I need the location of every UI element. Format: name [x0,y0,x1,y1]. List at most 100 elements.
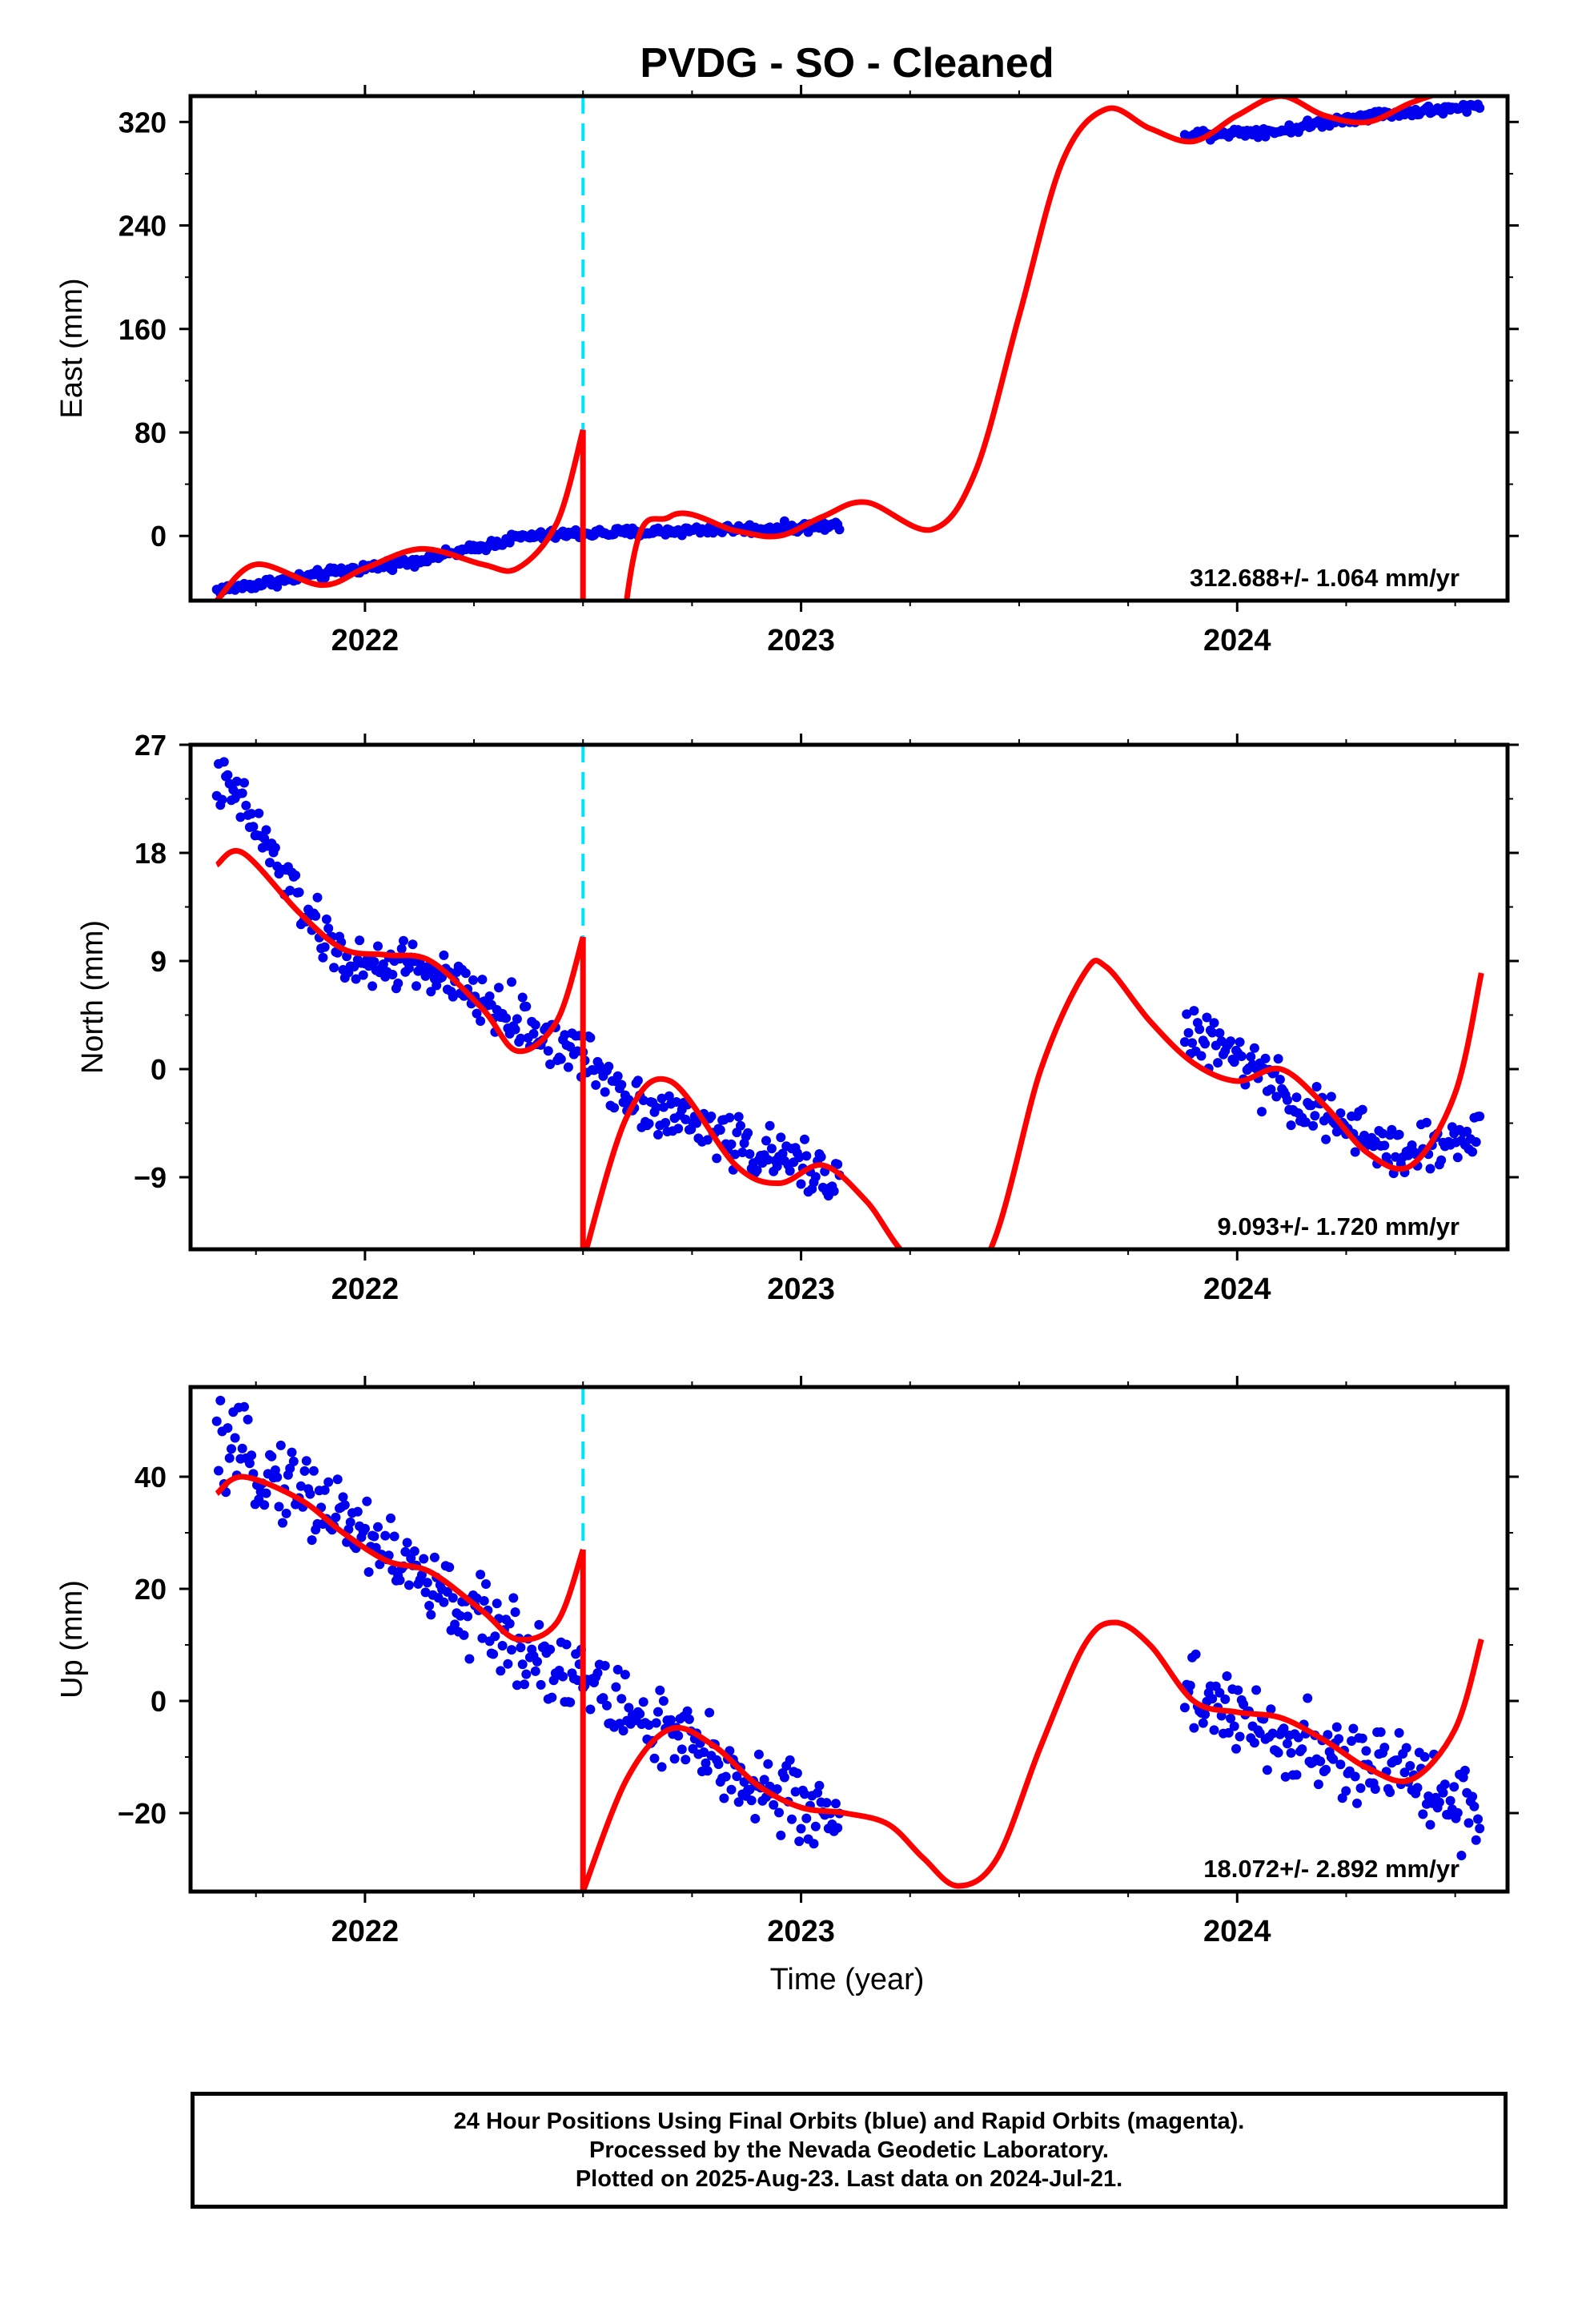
data-point [726,1139,737,1149]
data-point [649,1753,660,1763]
data-point [1279,1723,1289,1734]
data-point [387,970,398,979]
data-point [517,992,528,1003]
data-point [656,1762,667,1772]
data-point [393,978,404,988]
data-point [460,968,471,979]
data-point [223,1423,233,1433]
data-point [288,1456,299,1466]
data-point [745,1149,755,1159]
data-point [602,1700,612,1711]
data-point [753,1749,764,1759]
x-tick-label: 2023 [767,1273,835,1306]
y-tick-label: 160 [118,313,167,346]
data-point [237,1443,247,1454]
y-tick-label: −20 [118,1797,167,1830]
data-point [1347,1736,1357,1746]
data-point [380,1530,391,1541]
data-point [516,1642,526,1653]
data-point [1291,1770,1302,1780]
data-point [278,1518,287,1528]
data-point [785,1755,795,1765]
footer-line-processed-by: Processed by the Nevada Geodetic Laborat… [589,2137,1109,2163]
data-point [834,525,845,535]
data-point [448,1593,458,1603]
data-point [585,1032,596,1043]
rate-label: 9.093+/- 1.720 mm/yr [1218,1212,1460,1240]
data-point [1394,1129,1404,1140]
data-point [507,1645,516,1655]
data-point [1183,1027,1194,1038]
data-point [1412,1783,1423,1793]
data-point [235,812,246,822]
data-point [517,1659,528,1670]
data-point [1468,1147,1478,1157]
data-point [1471,1137,1481,1147]
x-tick-label: 2022 [331,1915,400,1948]
data-point [265,858,275,868]
data-point [1273,1747,1283,1758]
data-point [395,1575,405,1586]
data-point [244,1458,255,1469]
x-tick-label: 2024 [1203,1915,1271,1948]
y-axis-label: North (mm) [76,920,110,1074]
data-point [1233,1685,1243,1695]
data-point [713,1759,724,1769]
data-point [1215,1028,1225,1038]
data-point [402,1538,412,1548]
data-point [792,1768,802,1779]
data-point [323,923,334,934]
data-point [358,970,368,980]
data-point [311,911,321,921]
data-point [352,1506,363,1517]
data-point [1401,1743,1411,1753]
data-point [1310,1111,1320,1121]
data-point [321,914,331,924]
data-point [1229,1057,1239,1068]
rate-label: 18.072+/- 2.892 mm/yr [1203,1855,1460,1883]
data-point [736,1120,745,1131]
data-point [800,1134,809,1144]
data-point [572,1675,583,1686]
data-point [833,1823,843,1833]
data-point [1399,1767,1410,1778]
data-point [1207,1027,1218,1038]
data-point [733,1112,744,1122]
data-point [1341,1786,1351,1796]
data-point [367,981,378,991]
data-point [404,963,414,973]
data-point [496,1666,506,1676]
data-point [299,1466,310,1476]
data-point [261,825,271,835]
data-point [248,822,259,832]
data-point [287,1447,297,1458]
data-point [658,1102,669,1112]
data-point [408,939,418,950]
data-point [281,1508,291,1518]
data-point [521,1669,532,1679]
data-point [620,1670,630,1680]
data-point [1452,1152,1463,1163]
data-point [561,1639,572,1650]
data-point [681,1114,691,1124]
data-point [765,1120,775,1131]
data-point [745,1784,755,1795]
data-point [424,1601,435,1610]
data-point [746,1795,757,1806]
data-point [1257,1107,1267,1117]
data-point [777,1148,788,1159]
data-point [814,1780,825,1791]
data-point [774,1807,784,1818]
data-point [682,1706,693,1716]
data-point [504,1618,515,1629]
data-point [1331,1722,1342,1732]
data-point [239,778,249,788]
data-point [1391,1152,1400,1162]
data-point [1321,1764,1331,1775]
data-point [701,1758,711,1768]
y-tick-label: 240 [118,210,167,243]
data-point [1291,1092,1302,1103]
data-point [1308,1120,1319,1131]
x-tick-label: 2024 [1203,1273,1271,1306]
data-point [800,1789,809,1799]
